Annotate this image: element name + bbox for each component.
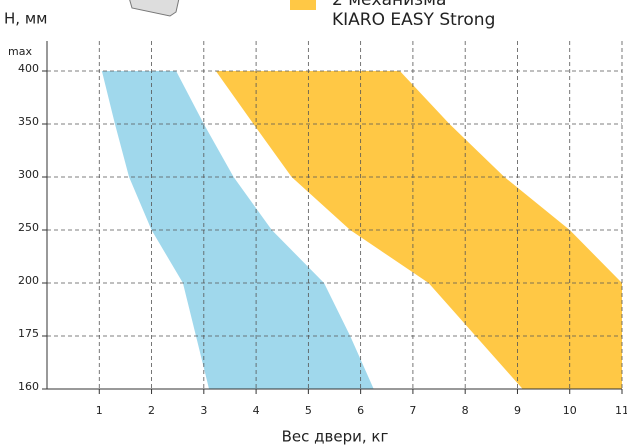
x-axis-title: Вес двери, кг	[282, 428, 389, 445]
y-tick-label: 200	[18, 274, 39, 287]
x-tick-label: 9	[514, 404, 521, 417]
areas	[101, 71, 622, 389]
x-tick-label: 10	[563, 404, 577, 417]
y-max-label: max	[8, 45, 32, 58]
y-tick-label: 250	[18, 221, 39, 234]
y-tick-label: 160	[18, 380, 39, 393]
device-image	[129, 0, 180, 17]
x-tick-label: 5	[305, 404, 312, 417]
x-tick-label: 4	[253, 404, 260, 417]
x-tick-label: 8	[462, 404, 469, 417]
y-tick-label: 300	[18, 168, 39, 181]
x-tick-label: 3	[200, 404, 207, 417]
y-tick-label: 400	[18, 62, 39, 75]
x-tick-label: 1	[96, 404, 103, 417]
legend-text: 2 механизма	[332, 0, 446, 10]
x-tick-label: 6	[357, 404, 364, 417]
y-axis-title: Н, мм	[4, 10, 47, 28]
x-tick-label: 7	[409, 404, 416, 417]
y-tick-label: 175	[18, 327, 39, 340]
x-tick-label: 11	[615, 404, 627, 417]
legend-swatch	[290, 0, 316, 10]
y-tick-label: 350	[18, 115, 39, 128]
x-tick-label: 2	[148, 404, 155, 417]
legend-text: KIARO EASY Strong	[332, 10, 495, 30]
